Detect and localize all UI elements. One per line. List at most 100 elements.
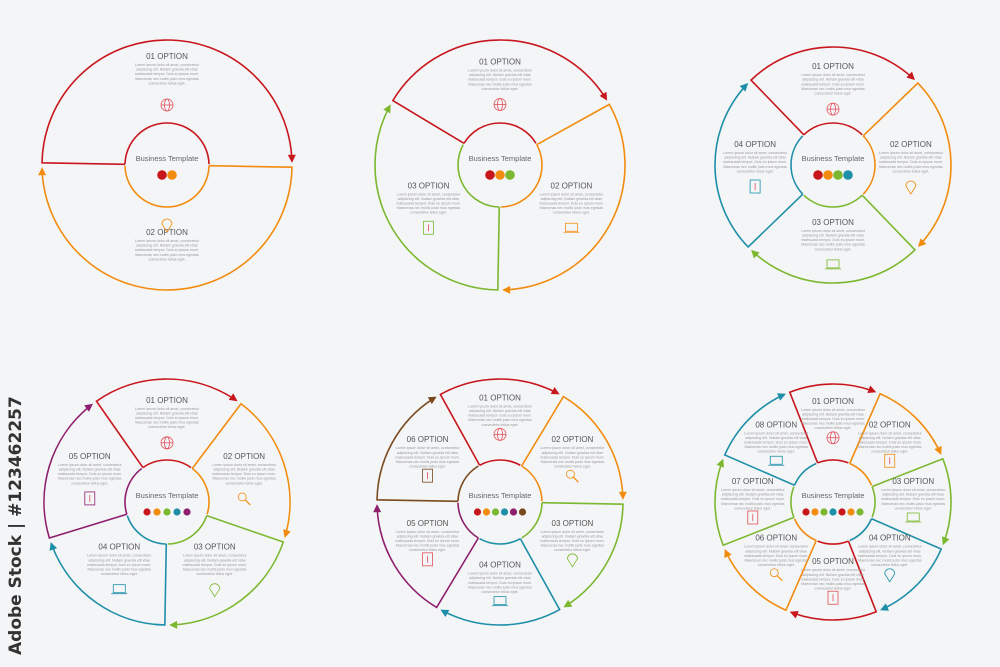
option-description: Lorem ipsum dolor sit amet, consectetur <box>801 568 866 572</box>
arrow-icon <box>934 446 942 455</box>
option-description: adipiscing elit. Nullam gravida elit vit… <box>136 68 198 72</box>
option-description: adipiscing elit. Nullam gravida elit vit… <box>397 534 459 538</box>
segment-outline <box>793 540 878 621</box>
option-segment-4: 04 OPTION Lorem ipsum dolor sit amet, con… <box>440 538 561 626</box>
option-description: Maecenas nec mollis justo mus egestas <box>212 477 276 481</box>
option-description: malesuada tempor. Duis eu ipsum mum. <box>468 581 532 585</box>
option-segment-1: 01 OPTION Lorem ipsum dolor sit amet, con… <box>391 39 608 145</box>
color-dot <box>802 508 810 516</box>
segment-outline <box>749 46 913 136</box>
arrow-icon <box>739 83 749 92</box>
option-description: adipiscing elit. Nullam gravida elit vit… <box>802 573 864 577</box>
option-description: Maecenas nec mollis justo mus egestas <box>397 206 461 210</box>
center-title: Business Template <box>469 491 532 500</box>
segment-outline <box>849 392 941 464</box>
option-segment-3: 03 OPTION Lorem ipsum dolor sit amet, con… <box>521 501 624 608</box>
inner-arc <box>126 515 167 545</box>
color-dot <box>163 508 171 516</box>
option-description: Maecenas nec mollis justo mus egestas <box>135 253 199 257</box>
option-description: Lorem ipsum dolor sit amet, consectetur <box>539 192 604 196</box>
segment-outline <box>714 462 795 547</box>
option-description: Lorem ipsum dolor sit amet, consectetur <box>744 431 809 435</box>
option-description: Lorem ipsum dolor sit amet, consectetur <box>879 151 944 155</box>
option-description: Lorem ipsum dolor sit amet, consectetur <box>212 463 277 467</box>
color-dot <box>509 508 518 516</box>
segment-outline <box>506 103 626 291</box>
option-description: malesuada tempor. Duis eu ipsum mum. <box>801 82 865 86</box>
color-dot <box>833 170 843 180</box>
option-description: malesuada tempor. Duis eu ipsum mum. <box>395 455 459 459</box>
option-description: Lorem ipsum dolor sit amet, consectetur <box>396 530 461 534</box>
option-title: 05 OPTION <box>812 557 854 566</box>
option-description: Lorem ipsum dolor sit amet, consectetur <box>468 69 533 73</box>
option-description: malesuada tempor. Duis eu ipsum mum. <box>801 238 865 242</box>
color-dot <box>823 170 833 180</box>
option-description: consectetur tellus eget. <box>892 169 929 173</box>
option-description: Maecenas nec mollis justo mus egestas <box>396 460 460 464</box>
option-description: malesuada tempor. Duis eu ipsum mum. <box>540 455 604 459</box>
option-description: malesuada tempor. Duis eu ipsum mum. <box>58 472 122 476</box>
color-dot <box>482 508 491 516</box>
option-description: adipiscing elit. Nullam gravida elit vit… <box>802 233 864 237</box>
segment-outline <box>191 402 291 535</box>
option-segment-2: 02 OPTION Lorem ipsum dolor sit amet, con… <box>520 395 627 502</box>
option-description: adipiscing elit. Nullam gravida elit vit… <box>542 451 604 455</box>
laptop-icon <box>492 596 508 607</box>
option-segment-7: 07 OPTION Lorem ipsum dolor sit amet, con… <box>714 458 795 547</box>
option-segment-5: 05 OPTION Lorem ipsum dolor sit amet, con… <box>789 540 878 621</box>
document-icon <box>422 468 433 483</box>
globe-icon <box>826 102 840 116</box>
option-description: Maecenas nec mollis justo mus egestas <box>468 418 532 422</box>
option-description: consectetur tellus eget. <box>554 465 591 469</box>
arrow-icon <box>724 549 732 558</box>
option-description: Maecenas nec mollis justo mus egestas <box>881 502 945 506</box>
option-segment-5: 05 OPTION Lorem ipsum dolor sit amet, con… <box>373 502 480 609</box>
option-description: Maecenas nec mollis justo mus egestas <box>468 82 532 86</box>
color-dot <box>813 170 823 180</box>
option-description: Maecenas nec mollis justo mus egestas <box>801 582 865 586</box>
option-description: malesuada tempor. Duis eu ipsum mum. <box>135 72 199 76</box>
arrow-icon <box>502 285 511 294</box>
inner-arc <box>803 194 863 208</box>
arrow-icon <box>906 71 915 81</box>
option-description: Maecenas nec mollis justo mus egestas <box>744 559 808 563</box>
option-description: adipiscing elit. Nullam gravida elit vit… <box>880 156 942 160</box>
option-description: consectetur tellus eget. <box>482 590 519 594</box>
segment-outline <box>443 538 561 626</box>
color-dot <box>505 170 515 180</box>
option-description: Maecenas nec mollis justo mus egestas <box>183 567 247 571</box>
option-description: adipiscing elit. Nullam gravida elit vit… <box>745 436 807 440</box>
option-description: Lorem ipsum dolor sit amet, consectetur <box>468 404 533 408</box>
inner-arc <box>803 122 863 136</box>
option-segment-3: 03 OPTION Lorem ipsum dolor sit amet, con… <box>167 514 285 629</box>
segment-outline <box>41 39 293 166</box>
option-description: adipiscing elit. Nullam gravida elit vit… <box>882 493 944 497</box>
map-pin-icon <box>884 568 896 583</box>
option-description: consectetur tellus eget. <box>149 257 186 261</box>
option-description: Maecenas nec mollis justo mus egestas <box>721 502 785 506</box>
option-description: consectetur tellus eget. <box>815 92 852 96</box>
globe-icon <box>493 427 507 441</box>
arrow-icon <box>751 249 760 259</box>
color-dot <box>157 170 167 180</box>
option-description: malesuada tempor. Duis eu ipsum mum. <box>881 497 945 501</box>
inner-arc <box>790 486 795 518</box>
color-dot <box>820 508 828 516</box>
arrow-icon <box>169 620 178 629</box>
option-title: 06 OPTION <box>755 534 797 543</box>
option-description: consectetur tellus eget. <box>482 87 519 91</box>
home-icon <box>747 510 759 525</box>
option-description: malesuada tempor. Duis eu ipsum mum. <box>744 440 808 444</box>
segment-outline <box>439 378 557 466</box>
option-description: Lorem ipsum dolor sit amet, consectetur <box>540 446 605 450</box>
option-segment-2: 02 OPTION Lorem ipsum dolor sit amet, con… <box>191 402 291 538</box>
color-dot <box>518 508 527 516</box>
option-description: malesuada tempor. Duis eu ipsum mum. <box>183 563 247 567</box>
color-dot <box>167 170 177 180</box>
option-segment-1: 01 OPTION Lorem ipsum dolor sit amet, con… <box>95 378 238 469</box>
option-description: Lorem ipsum dolor sit amet, consectetur <box>135 63 200 67</box>
option-description: Lorem ipsum dolor sit amet, consectetur <box>135 407 200 411</box>
option-description: Lorem ipsum dolor sit amet, consectetur <box>858 545 923 549</box>
option-description: adipiscing elit. Nullam gravida elit vit… <box>722 493 784 497</box>
option-title: 02 OPTION <box>223 452 265 461</box>
